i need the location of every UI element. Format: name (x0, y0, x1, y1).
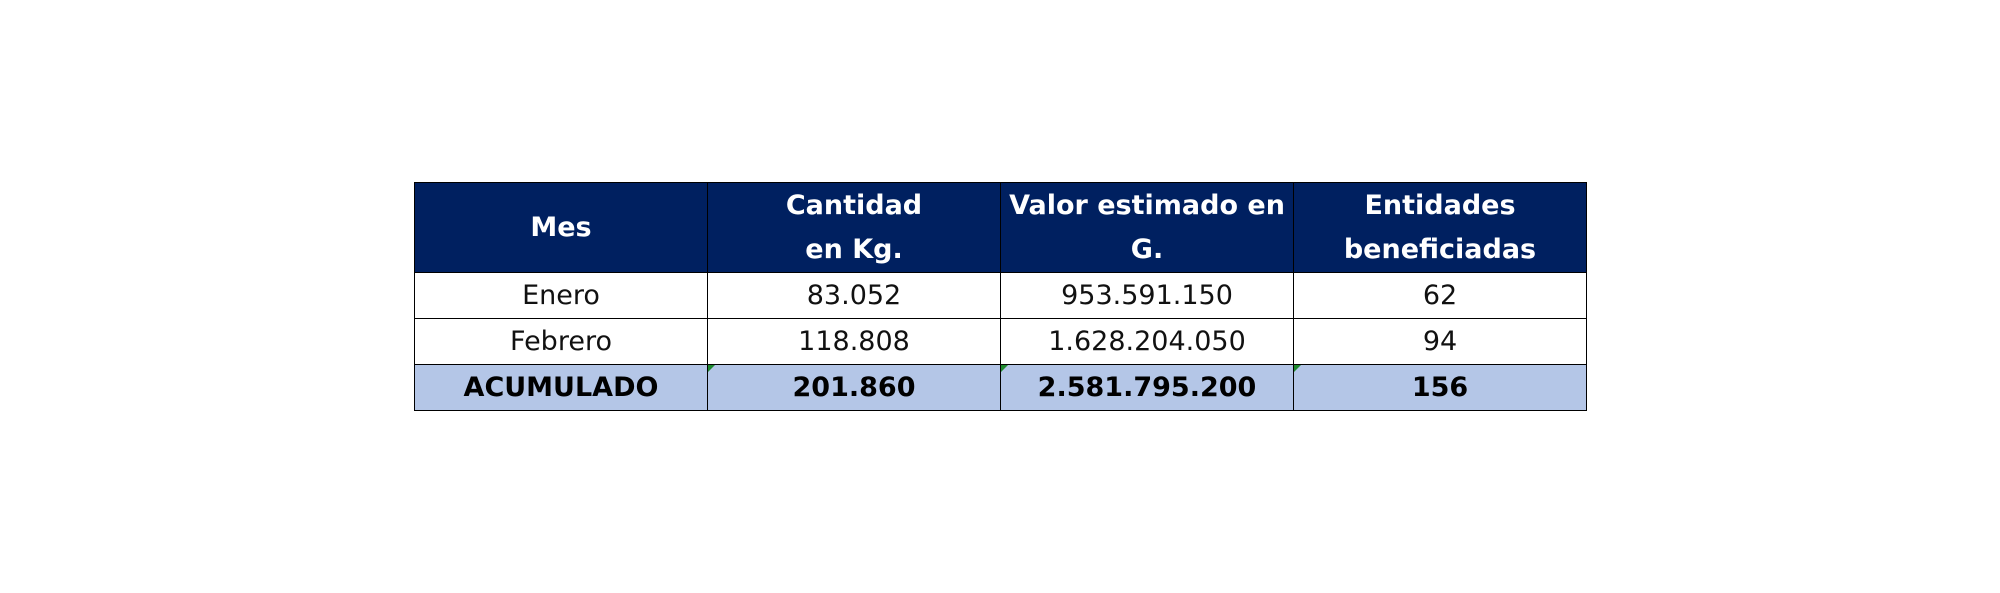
cell-cantidad[interactable]: 83.052 (707, 272, 1001, 319)
cell-entidades[interactable]: 62 (1293, 272, 1587, 319)
cell-cantidad[interactable]: 118.808 (707, 318, 1001, 365)
cell-mes[interactable]: Febrero (414, 318, 708, 365)
cell-mes[interactable]: Enero (414, 272, 708, 319)
header-cantidad-line-1: Cantidad (785, 189, 923, 221)
table-row: Febrero 118.808 1.628.204.050 94 (414, 318, 1587, 365)
cell-entidades[interactable]: 94 (1293, 318, 1587, 365)
cell-valor[interactable]: 953.591.150 (1000, 272, 1294, 319)
table-row: Enero 83.052 953.591.150 62 (414, 272, 1587, 319)
header-valor-line-2: G. (1130, 233, 1164, 265)
total-entidades[interactable]: 156 (1293, 364, 1587, 411)
formula-warning-icon (1001, 365, 1008, 372)
total-label[interactable]: ACUMULADO (414, 364, 708, 411)
header-valor-line-1: Valor estimado en (1009, 189, 1285, 221)
formula-warning-icon (1294, 365, 1301, 372)
total-cantidad-value: 201.860 (792, 372, 916, 403)
total-row: ACUMULADO 201.860 2.581.795.200 156 (414, 364, 1587, 411)
summary-table: Mes Cantidad en Kg. Valor estimado en G.… (414, 182, 1587, 411)
formula-warning-icon (708, 365, 715, 372)
header-valor[interactable]: Valor estimado en G. (1000, 182, 1294, 273)
header-entidades-line-2: beneficiadas (1343, 233, 1537, 265)
header-cantidad[interactable]: Cantidad en Kg. (707, 182, 1001, 273)
total-valor[interactable]: 2.581.795.200 (1000, 364, 1294, 411)
total-valor-value: 2.581.795.200 (1037, 372, 1257, 403)
total-entidades-value: 156 (1411, 372, 1469, 403)
header-mes-line-1: Mes (530, 211, 592, 243)
header-entidades-line-1: Entidades (1364, 189, 1516, 221)
header-entidades[interactable]: Entidades beneficiadas (1293, 182, 1587, 273)
header-cantidad-line-2: en Kg. (805, 233, 903, 265)
cell-valor[interactable]: 1.628.204.050 (1000, 318, 1294, 365)
header-row: Mes Cantidad en Kg. Valor estimado en G.… (414, 182, 1587, 273)
header-mes[interactable]: Mes (414, 182, 708, 273)
total-cantidad[interactable]: 201.860 (707, 364, 1001, 411)
